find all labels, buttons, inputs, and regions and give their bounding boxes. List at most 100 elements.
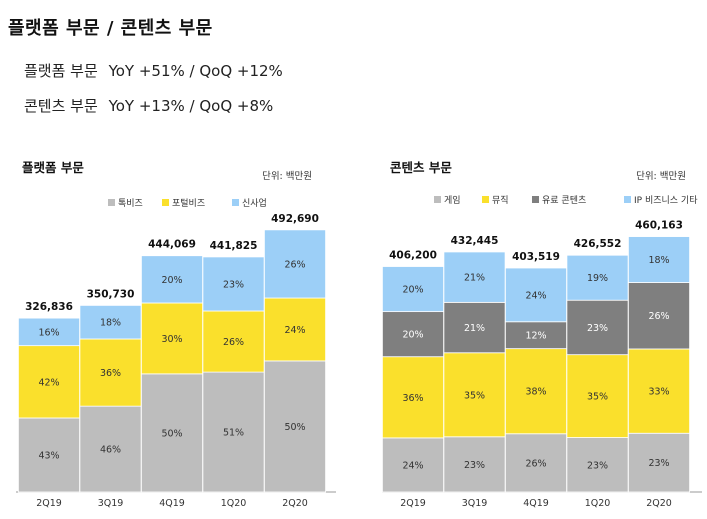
platform-legend-label-2: 신사업 <box>242 198 267 209</box>
content-x-tick-2Q20: 2Q20 <box>646 498 672 509</box>
content-total-label-4Q19: 403,519 <box>512 251 560 263</box>
platform-total-label-4Q19: 444,069 <box>148 239 196 251</box>
platform-bar-3Q19-1 <box>79 338 142 407</box>
content-total-label-2Q19: 406,200 <box>389 250 437 262</box>
platform-legend-swatch-0 <box>108 199 115 206</box>
platform-legend-swatch-2 <box>232 199 239 206</box>
content-bar-2Q20-0 <box>628 432 691 493</box>
platform-bar-label-2Q19-0: 43% <box>38 450 59 461</box>
content-total-label-2Q20: 460,163 <box>635 220 683 232</box>
platform-bar-label-2Q20-2: 26% <box>284 259 305 270</box>
content-total-label-1Q20: 426,552 <box>574 238 622 250</box>
platform-bar-label-4Q19-0: 50% <box>161 428 182 439</box>
content-bar-label-3Q19-1: 35% <box>464 390 485 401</box>
content-legend-label-2: 유료 콘텐츠 <box>542 195 586 206</box>
platform-bar-label-1Q20-2: 23% <box>223 279 244 290</box>
platform-bar-1Q20-0 <box>202 371 265 493</box>
content-bar-label-1Q20-2: 23% <box>587 323 608 334</box>
content-bar-label-2Q19-1: 36% <box>402 393 423 404</box>
platform-legend-label-0: 톡비즈 <box>118 198 143 209</box>
content-bar-2Q20-2 <box>628 282 691 350</box>
content-bar-label-2Q20-3: 18% <box>648 255 669 266</box>
platform-bar-label-4Q19-1: 30% <box>161 334 182 345</box>
content-bar-label-3Q19-2: 21% <box>464 323 485 334</box>
platform-total-label-2Q19: 326,836 <box>25 301 73 313</box>
content-bar-1Q20-1 <box>566 354 629 438</box>
platform-x-tick-1Q20: 1Q20 <box>221 498 247 509</box>
platform-bar-2Q19-0 <box>17 417 81 493</box>
content-bar-4Q19-1 <box>504 348 567 435</box>
content-bar-label-4Q19-0: 26% <box>525 458 546 469</box>
content-legend-label-3: IP 비즈니스 기타 <box>634 195 698 206</box>
content-bar-3Q19-2 <box>443 301 506 354</box>
content-bar-label-2Q19-0: 24% <box>402 460 423 471</box>
platform-legend-swatch-1 <box>162 199 169 206</box>
platform-x-tick-3Q19: 3Q19 <box>98 498 124 509</box>
content-bar-label-2Q19-2: 20% <box>402 330 423 341</box>
platform-bar-4Q19-0 <box>140 373 203 493</box>
content-bar-label-4Q19-2: 12% <box>525 331 546 342</box>
platform-bar-label-3Q19-1: 36% <box>100 368 121 379</box>
content-summary: 콘텐츠 부문 YoY +13% / QoQ +8% <box>24 95 279 116</box>
platform-bar-label-2Q19-1: 42% <box>38 377 59 388</box>
platform-bar-3Q19-0 <box>79 405 142 493</box>
platform-bar-label-1Q20-0: 51% <box>223 428 244 439</box>
content-bar-2Q20-3 <box>628 236 691 283</box>
content-bar-4Q19-3 <box>504 267 567 323</box>
platform-bar-label-2Q20-0: 50% <box>284 422 305 433</box>
content-bar-1Q20-3 <box>566 254 629 301</box>
content-x-tick-3Q19: 3Q19 <box>462 498 488 509</box>
platform-bar-2Q20-0 <box>263 360 326 493</box>
content-bar-label-4Q19-1: 38% <box>525 387 546 398</box>
content-summary-label: 콘텐츠 부문 <box>24 97 98 115</box>
platform-bar-label-2Q19-2: 16% <box>38 327 59 338</box>
content-legend-swatch-0 <box>434 196 441 203</box>
content-bar-label-2Q19-3: 20% <box>402 285 423 296</box>
platform-x-tick-2Q20: 2Q20 <box>282 498 308 509</box>
content-bar-3Q19-0 <box>443 436 506 493</box>
platform-total-label-3Q19: 350,730 <box>87 288 135 300</box>
content-bar-4Q19-2 <box>504 321 567 350</box>
content-bar-label-4Q19-3: 24% <box>525 290 546 301</box>
platform-bar-2Q20-2 <box>263 229 326 299</box>
content-bar-label-1Q20-1: 35% <box>587 392 608 403</box>
content-bar-label-1Q20-0: 23% <box>587 460 608 471</box>
content-x-tick-2Q19: 2Q19 <box>400 498 426 509</box>
content-legend-swatch-2 <box>532 196 539 203</box>
content-bar-2Q20-1 <box>628 348 691 434</box>
content-bar-label-3Q19-3: 21% <box>464 273 485 284</box>
platform-unit-label: 단위: 백만원 <box>262 170 312 182</box>
platform-legend-label-1: 포털비즈 <box>172 197 205 209</box>
content-bar-label-2Q20-0: 23% <box>648 458 669 469</box>
platform-chart-title: 플랫폼 부문 <box>22 160 84 175</box>
content-legend-swatch-3 <box>624 196 631 203</box>
platform-bar-label-3Q19-0: 46% <box>100 445 121 456</box>
content-summary-text: YoY +13% / QoQ +8% <box>108 97 274 115</box>
content-legend-label-0: 게임 <box>444 194 461 206</box>
content-bar-label-3Q19-0: 23% <box>464 460 485 471</box>
content-x-tick-4Q19: 4Q19 <box>523 498 549 509</box>
platform-bar-label-4Q19-2: 20% <box>161 275 182 286</box>
platform-x-tick-4Q19: 4Q19 <box>159 498 185 509</box>
content-unit-label: 단위: 백만원 <box>636 170 686 182</box>
content-bar-4Q19-0 <box>504 433 567 493</box>
platform-summary: 플랫폼 부문 YoY +51% / QoQ +12% <box>24 60 289 81</box>
platform-summary-label: 플랫폼 부문 <box>24 62 98 80</box>
platform-bar-label-3Q19-2: 18% <box>100 318 121 329</box>
platform-bar-2Q20-1 <box>263 297 326 362</box>
platform-bar-4Q19-2 <box>140 255 203 304</box>
platform-total-label-2Q20: 492,690 <box>271 213 319 225</box>
content-legend-swatch-1 <box>482 196 489 203</box>
platform-total-label-1Q20: 441,825 <box>210 240 258 252</box>
page-title: 플랫폼 부문 / 콘텐츠 부문 <box>8 18 213 39</box>
platform-bar-label-1Q20-1: 26% <box>223 337 244 348</box>
content-bar-label-2Q20-2: 26% <box>648 311 669 322</box>
platform-bar-label-2Q20-1: 24% <box>284 325 305 336</box>
content-chart-title: 콘텐츠 부문 <box>390 160 452 175</box>
content-bar-label-2Q20-1: 33% <box>648 387 669 398</box>
content-bar-2Q19-1 <box>381 356 444 439</box>
content-total-label-3Q19: 432,445 <box>451 235 499 247</box>
content-bar-1Q20-0 <box>566 437 629 493</box>
content-bar-label-1Q20-3: 19% <box>587 273 608 284</box>
